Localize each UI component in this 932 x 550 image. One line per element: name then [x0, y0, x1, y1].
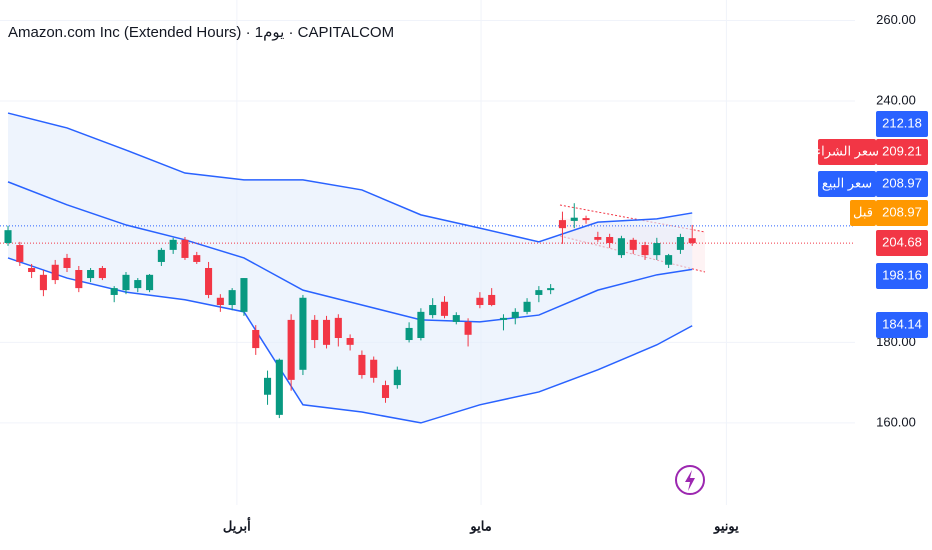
candle-body: [393, 369, 401, 386]
candle-body: [476, 297, 484, 306]
candle-body: [28, 267, 36, 273]
bolt: [685, 470, 695, 491]
price-tag-name: قبل: [853, 204, 873, 219]
candle-body: [653, 243, 661, 256]
candle-body: [216, 297, 224, 306]
price-tag: [876, 200, 928, 226]
band-fill: [8, 113, 693, 423]
candle-body: [275, 359, 283, 415]
candle-body: [558, 220, 566, 229]
y-tick-label: 240.00: [876, 92, 916, 107]
y-tick-label: 160.00: [876, 414, 916, 429]
candle-body: [122, 274, 130, 291]
price-tag-name-box: [818, 139, 876, 165]
candle-body: [287, 319, 295, 380]
candle-body: [688, 238, 696, 244]
x-tick-label: مايو: [469, 518, 491, 534]
candle-body: [39, 274, 47, 291]
candle-body: [205, 267, 213, 295]
candle-body: [334, 317, 342, 339]
price-tag-label: 208.97: [882, 175, 922, 190]
candle-body: [87, 270, 95, 279]
candle-body: [606, 237, 614, 244]
candle-body: [157, 249, 165, 262]
candle-body: [381, 385, 390, 398]
candle-body: [547, 288, 555, 291]
price-tag-label: 212.18: [882, 115, 922, 130]
candle-body: [16, 245, 24, 262]
candle-body: [181, 239, 189, 258]
candle-body: [75, 270, 83, 289]
candle-body: [464, 321, 472, 335]
wedge-line: [559, 204, 706, 233]
candle-body: [240, 278, 248, 312]
price-tag-label: 184.14: [882, 316, 922, 331]
candle-body: [429, 305, 437, 316]
candle-body: [299, 297, 307, 370]
candle-body: [98, 267, 106, 279]
price-tag: [876, 263, 928, 289]
candle-body: [629, 239, 637, 250]
candle-body: [535, 290, 543, 295]
candle-body: [228, 290, 236, 306]
price-tag-label: 208.97: [882, 204, 922, 219]
candle-body: [582, 218, 590, 221]
candle-body: [617, 238, 625, 256]
candle-body: [641, 245, 649, 256]
band-line: [7, 112, 693, 243]
price-tag-label: 198.16: [882, 267, 922, 282]
price-tag-name-box: [818, 171, 876, 197]
candle-body: [417, 311, 425, 339]
candle-body: [594, 237, 602, 240]
candle-body: [311, 319, 319, 341]
candle-body: [676, 237, 684, 250]
candle-body: [452, 315, 460, 322]
candle-body: [523, 301, 531, 312]
price-tag: [876, 171, 928, 197]
candle-body: [370, 359, 378, 378]
price-tag: [876, 312, 928, 338]
candle-body: [570, 217, 578, 221]
x-tick-label: يونيو: [713, 518, 739, 534]
candle-body: [4, 230, 12, 244]
candle-body: [193, 255, 201, 262]
candle-body: [665, 255, 673, 265]
candle-body: [322, 319, 331, 345]
candle-body: [169, 239, 177, 250]
candle-body: [511, 311, 519, 318]
candle-body: [346, 338, 354, 345]
candle-body: [110, 288, 118, 295]
candle-body: [405, 327, 413, 341]
candle-body: [146, 274, 154, 291]
candle-body: [63, 257, 71, 268]
price-tag: [876, 230, 928, 256]
candle-body: [358, 354, 366, 376]
candle-body: [264, 377, 272, 395]
candle-body: [440, 301, 449, 316]
price-tag-name: سعر الشراء: [815, 143, 879, 159]
candle-body: [252, 329, 260, 349]
candle-body: [499, 317, 508, 320]
candle-body: [488, 294, 496, 306]
candle-body: [134, 280, 142, 289]
price-tag-label: 209.21: [882, 143, 922, 158]
band-line: [7, 181, 693, 323]
price-tag: [876, 139, 928, 165]
price-tag: [876, 111, 928, 137]
y-tick-label: 260.00: [876, 12, 916, 27]
price-tag-name-box: [850, 200, 876, 226]
x-tick-label: أبريل: [223, 517, 251, 534]
price-tag-name: سعر البيع: [822, 175, 872, 191]
chart-title: Amazon.com Inc (Extended Hours) · 1يوم ·…: [8, 24, 394, 41]
price-tag-label: 204.68: [882, 234, 922, 249]
candle-body: [51, 264, 59, 281]
